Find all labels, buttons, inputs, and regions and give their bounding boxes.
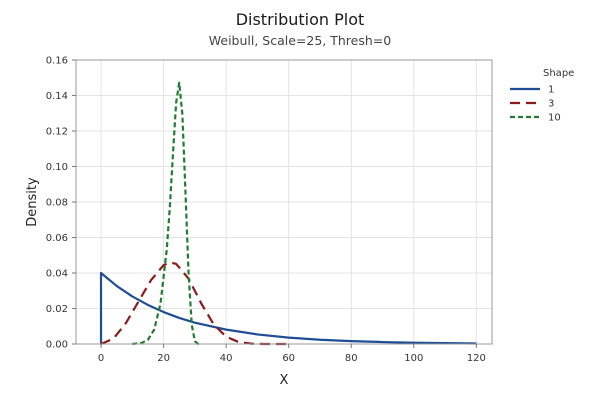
grid (76, 59, 492, 344)
legend-label-3: 3 (548, 99, 554, 110)
legend: Shape 1 3 10 (510, 68, 574, 124)
chart-title: Distribution Plot (235, 10, 365, 29)
legend-label-10: 10 (548, 113, 561, 124)
y-tick-label: 0.12 (46, 127, 68, 138)
series-group (99, 81, 477, 346)
y-tick-label: 0.10 (46, 162, 68, 173)
y-tick-label: 0.16 (46, 56, 68, 67)
legend-label-1: 1 (548, 85, 554, 96)
y-tick-label: 0.02 (46, 304, 68, 315)
y-tick-label: 0.00 (46, 340, 68, 351)
x-tick-label: 60 (282, 353, 295, 364)
y-tick-label: 0.08 (46, 198, 68, 209)
x-axis-label: X (280, 373, 289, 388)
x-tick-label: 0 (98, 353, 104, 364)
y-axis-label: Density (25, 177, 40, 227)
chart-subtitle: Weibull, Scale=25, Thresh=0 (208, 33, 392, 48)
y-tick-label: 0.14 (46, 91, 68, 102)
series-line-3 (100, 261, 289, 346)
y-axis: 0.00 0.02 0.04 0.06 0.08 0.10 0.12 0.14 0.16 (46, 56, 76, 351)
series-line-1 (99, 271, 477, 345)
x-tick-label: 100 (404, 353, 423, 364)
y-tick-label: 0.04 (46, 269, 68, 280)
x-axis: 0 20 40 60 80 100 120 (98, 344, 486, 364)
x-tick-label: 120 (467, 353, 486, 364)
series-line-10 (132, 81, 202, 346)
legend-title: Shape (543, 68, 574, 79)
x-tick-label: 80 (345, 353, 358, 364)
x-tick-label: 20 (157, 353, 170, 364)
x-tick-label: 40 (220, 353, 233, 364)
y-tick-label: 0.06 (46, 233, 68, 244)
